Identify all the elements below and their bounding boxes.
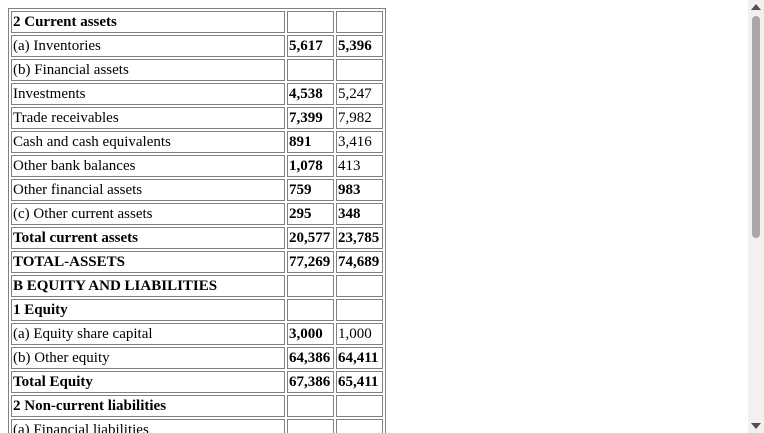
table-row: TOTAL-ASSETS 77,269 74,689: [11, 251, 383, 273]
row-label: (a) Financial liabilities: [11, 419, 285, 433]
row-label: Total Equity: [11, 371, 285, 393]
value-previous-year: [336, 395, 383, 417]
value-previous-year: 3,416: [336, 131, 383, 153]
value-current-year: 759: [287, 179, 334, 201]
table-row: (a) Financial liabilities: [11, 419, 383, 433]
balance-sheet-body: 2 Current assets (a) Inventories 5,617 5,39…: [11, 11, 383, 433]
row-label: Other bank balances: [11, 155, 285, 177]
scroll-thumb[interactable]: [752, 16, 760, 238]
row-label: 2 Current assets: [11, 11, 285, 33]
value-current-year: 4,538: [287, 83, 334, 105]
value-previous-year: [336, 419, 383, 433]
value-previous-year: 64,411: [336, 347, 383, 369]
row-label: Investments: [11, 83, 285, 105]
value-previous-year: 5,247: [336, 83, 383, 105]
row-label: (c) Other current assets: [11, 203, 285, 225]
value-current-year: 7,399: [287, 107, 334, 129]
table-row: (a) Equity share capital 3,000 1,000: [11, 323, 383, 345]
triangle-up-icon: [751, 4, 761, 10]
table-row: (c) Other current assets 295 348: [11, 203, 383, 225]
row-label: Total current assets: [11, 227, 285, 249]
table-row: Total Equity 67,386 65,411: [11, 371, 383, 393]
page-viewport: 2 Current assets (a) Inventories 5,617 5,39…: [8, 8, 386, 433]
value-previous-year: 983: [336, 179, 383, 201]
value-previous-year: 413: [336, 155, 383, 177]
value-previous-year: [336, 59, 383, 81]
value-previous-year: [336, 275, 383, 297]
value-current-year: 5,617: [287, 35, 334, 57]
row-label: Cash and cash equivalents: [11, 131, 285, 153]
row-label: (b) Other equity: [11, 347, 285, 369]
table-row: Trade receivables 7,399 7,982: [11, 107, 383, 129]
table-row: Total current assets 20,577 23,785: [11, 227, 383, 249]
vertical-scrollbar[interactable]: [748, 0, 764, 433]
value-previous-year: 65,411: [336, 371, 383, 393]
value-previous-year: [336, 11, 383, 33]
value-previous-year: 23,785: [336, 227, 383, 249]
value-current-year: [287, 299, 334, 321]
value-current-year: 891: [287, 131, 334, 153]
row-label: Other financial assets: [11, 179, 285, 201]
value-previous-year: 74,689: [336, 251, 383, 273]
table-row: 2 Non-current liabilities: [11, 395, 383, 417]
value-current-year: [287, 419, 334, 433]
row-label: B EQUITY AND LIABILITIES: [11, 275, 285, 297]
table-row: 1 Equity: [11, 299, 383, 321]
table-row: Other financial assets 759 983: [11, 179, 383, 201]
scroll-down-button[interactable]: [748, 419, 764, 433]
value-current-year: 1,078: [287, 155, 334, 177]
value-current-year: [287, 275, 334, 297]
row-label: (a) Inventories: [11, 35, 285, 57]
scroll-up-button[interactable]: [748, 0, 764, 14]
value-previous-year: 348: [336, 203, 383, 225]
value-previous-year: 1,000: [336, 323, 383, 345]
row-label: 2 Non-current liabilities: [11, 395, 285, 417]
triangle-down-icon: [751, 423, 761, 429]
value-current-year: 67,386: [287, 371, 334, 393]
table-row: Investments 4,538 5,247: [11, 83, 383, 105]
table-row: Cash and cash equivalents 891 3,416: [11, 131, 383, 153]
table-row: B EQUITY AND LIABILITIES: [11, 275, 383, 297]
value-current-year: [287, 59, 334, 81]
row-label: TOTAL-ASSETS: [11, 251, 285, 273]
value-current-year: 20,577: [287, 227, 334, 249]
row-label: (a) Equity share capital: [11, 323, 285, 345]
row-label: 1 Equity: [11, 299, 285, 321]
table-row: Other bank balances 1,078 413: [11, 155, 383, 177]
value-previous-year: [336, 299, 383, 321]
value-previous-year: 7,982: [336, 107, 383, 129]
value-current-year: 3,000: [287, 323, 334, 345]
value-current-year: 77,269: [287, 251, 334, 273]
value-current-year: 64,386: [287, 347, 334, 369]
value-current-year: [287, 395, 334, 417]
value-current-year: [287, 11, 334, 33]
row-label: (b) Financial assets: [11, 59, 285, 81]
table-row: (a) Inventories 5,617 5,396: [11, 35, 383, 57]
value-previous-year: 5,396: [336, 35, 383, 57]
table-row: 2 Current assets: [11, 11, 383, 33]
table-row: (b) Financial assets: [11, 59, 383, 81]
value-current-year: 295: [287, 203, 334, 225]
balance-sheet-table: 2 Current assets (a) Inventories 5,617 5,39…: [8, 8, 386, 433]
table-row: (b) Other equity 64,386 64,411: [11, 347, 383, 369]
row-label: Trade receivables: [11, 107, 285, 129]
